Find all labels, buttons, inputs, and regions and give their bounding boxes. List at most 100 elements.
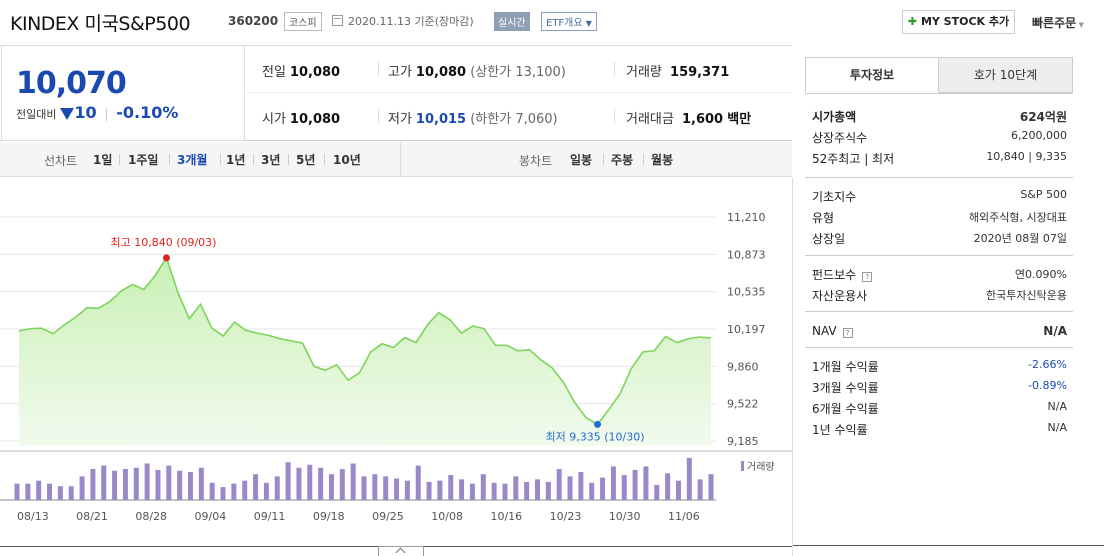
x-tick-label: 08/21 — [76, 510, 108, 523]
prev-close-label: 전일 — [262, 65, 286, 80]
volume-bar — [36, 480, 42, 500]
volume-bar — [231, 483, 237, 500]
volume-bar — [242, 480, 248, 500]
help-icon[interactable]: ? — [842, 328, 853, 338]
volume-bar — [318, 467, 324, 500]
high-label: 고가 — [388, 65, 412, 80]
low-label: 저가 — [388, 112, 412, 127]
price-chart-svg: 11,210 10,873 10,535 10,197 9,860 9,522 9,185 최… — [0, 211, 792, 523]
type-label: 유형 — [812, 211, 835, 225]
quote-row-2: 시가 10,080 저가 10,015 (하한가 7,060) 거래대금 1,600… — [246, 93, 792, 140]
low-annotation: 최저 9,335 (10/30) — [546, 430, 645, 443]
x-tick-label: 10/16 — [490, 510, 522, 523]
volume-bar — [545, 481, 551, 500]
volume-bar — [328, 474, 334, 500]
period-3m[interactable]: 3개월 — [177, 153, 208, 167]
volume-bar — [220, 487, 226, 500]
info-group-fund: 기초지수 S&P 500 유형 해외주식형, 시장대표 상장일 2020년 08월 0… — [805, 177, 1073, 255]
period-10y[interactable]: 10년 — [333, 153, 361, 167]
quick-order-dropdown[interactable]: 빠른주문 ▼ — [1032, 14, 1084, 31]
volume-bar — [14, 483, 20, 500]
candle-daily[interactable]: 일봉 — [570, 153, 593, 167]
volume-bar — [600, 477, 606, 500]
high-annotation: 최고 10,840 (09/03) — [110, 236, 216, 249]
collapse-button[interactable] — [378, 546, 424, 556]
volume-bar — [188, 472, 193, 500]
divider — [792, 178, 793, 556]
down-triangle-icon — [60, 108, 75, 120]
volume-bar — [578, 472, 584, 500]
divider — [643, 154, 644, 165]
volume-bar — [459, 479, 465, 500]
volume-legend-label: 거래량 — [747, 461, 775, 473]
volume-bar — [469, 483, 475, 500]
x-tick-label: 09/11 — [254, 510, 286, 523]
candle-weekly[interactable]: 주봉 — [611, 153, 634, 167]
x-tick-label: 10/08 — [431, 510, 463, 523]
x-tick-label: 11/06 — [668, 510, 700, 523]
volume-bar — [372, 474, 378, 500]
chevron-down-icon: ▼ — [585, 19, 592, 28]
base-date: 2020.11.13 기준(장마감) — [348, 15, 474, 28]
tab-investment-info[interactable]: 투자정보 — [805, 57, 939, 93]
etf-overview-dropdown[interactable]: ETF개요 ▼ — [541, 12, 597, 31]
period-1d[interactable]: 1일 — [93, 153, 113, 167]
y-tick-label: 9,185 — [727, 435, 759, 448]
volume-bar — [437, 480, 443, 500]
volume-bar — [491, 482, 497, 500]
realtime-button[interactable]: 실시간 — [494, 12, 530, 31]
open-price: 시가 10,080 — [262, 108, 340, 127]
current-price: 10,070 — [16, 66, 127, 101]
info-group-fee: 펀드보수? 연0.090% 자산운용사 한국투자신탁운용 — [805, 255, 1073, 311]
info-group-market: 시가총액 624억원 상장주식수 6,200,000 52주최고 | 최저 10,84… — [805, 93, 1073, 177]
open-value: 10,080 — [289, 112, 341, 127]
tab-order-book[interactable]: 호가 10단계 — [939, 57, 1073, 93]
quick-order-label: 빠른주문 — [1032, 16, 1077, 30]
x-tick-label: 10/30 — [609, 510, 641, 523]
high-price: 고가 10,080 (상한가 13,100) — [388, 61, 566, 80]
period-1y[interactable]: 1년 — [226, 153, 246, 167]
info-group-returns: 1개월 수익률 -2.66% 3개월 수익률 -0.89% 6개월 수익률 N/A 1… — [805, 347, 1073, 443]
x-tick-label: 09/25 — [372, 510, 404, 523]
volume-bar — [68, 486, 74, 500]
prev-close: 전일 10,080 — [262, 61, 340, 80]
type-value: 해외주식형, 시장대표 — [968, 211, 1067, 224]
volume-bar — [448, 475, 454, 500]
help-icon[interactable]: ? — [862, 272, 873, 282]
y-tick-label: 9,860 — [727, 360, 759, 373]
period-5y[interactable]: 5년 — [296, 153, 316, 167]
divider — [288, 154, 289, 165]
market-cap-label: 시가총액 — [812, 110, 857, 124]
change-label: 전일대비 — [16, 108, 57, 121]
volume-bar — [122, 469, 128, 500]
volume-bar — [513, 476, 519, 500]
return-1m-label: 1개월 수익률 — [812, 360, 879, 374]
shares-value: 6,200,000 — [1011, 129, 1067, 142]
volume-bar — [643, 466, 649, 500]
volume-bar — [307, 464, 313, 500]
add-my-stock-button[interactable]: ✚ MY STOCK 추가 — [902, 10, 1015, 34]
listing-label: 상장일 — [812, 232, 846, 246]
return-1y-value: N/A — [1047, 421, 1067, 434]
price-change: 전일대비 10 | -0.10% — [16, 103, 178, 122]
volume-bar — [57, 486, 63, 500]
return-1m-value: -2.66% — [1028, 358, 1067, 371]
period-3y[interactable]: 3년 — [261, 153, 281, 167]
period-1w[interactable]: 1주일 — [128, 153, 159, 167]
candle-monthly[interactable]: 월봉 — [651, 153, 674, 167]
x-tick-label: 08/13 — [17, 510, 49, 523]
prev-close-value: 10,080 — [289, 65, 341, 80]
volume-bar — [697, 479, 703, 500]
y-tick-label: 10,535 — [727, 286, 766, 299]
volume-value: 159,371 — [670, 65, 730, 80]
volume-bar — [708, 474, 714, 500]
change-amount: 10 — [74, 103, 97, 122]
volume-bar — [394, 478, 400, 500]
manager-value: 한국투자신탁운용 — [986, 289, 1067, 302]
volume-bar — [90, 469, 96, 500]
price-chart[interactable]: 11,210 10,873 10,535 10,197 9,860 9,522 9,185 최… — [0, 178, 792, 556]
y-tick-label: 9,522 — [727, 398, 759, 411]
volume-bar — [350, 463, 356, 500]
quote-row-1: 전일 10,080 고가 10,080 (상한가 13,100) 거래량 159,3… — [246, 46, 792, 93]
volume-bar — [675, 480, 681, 500]
